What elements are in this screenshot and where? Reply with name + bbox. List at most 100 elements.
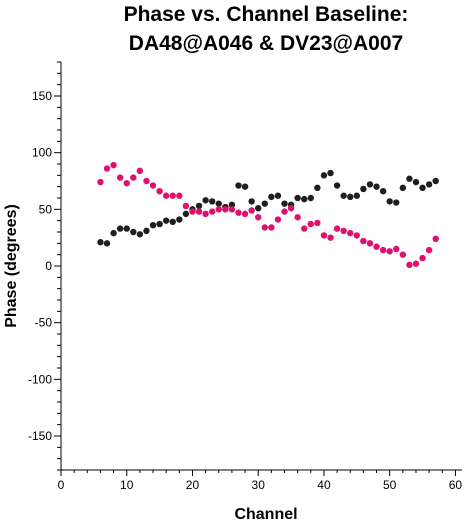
data-point-series-1	[307, 194, 315, 202]
data-point-series-2	[241, 210, 249, 218]
data-point-series-2	[248, 207, 255, 214]
data-point-series-2	[399, 251, 407, 258]
data-point-series-2	[268, 224, 275, 231]
y-tick-label: -50	[35, 316, 53, 330]
data-point-series-1	[261, 200, 268, 207]
data-point-series-1	[268, 193, 275, 201]
data-point-series-2	[419, 254, 426, 262]
data-point-series-2	[320, 232, 328, 239]
data-point-series-1	[379, 188, 387, 195]
data-point-series-1	[353, 192, 361, 199]
data-point-series-2	[182, 202, 190, 210]
plot-axes: 0 10 20 30 40 50 60 -150 -100 -50 0 50 100 150	[28, 61, 463, 492]
data-point-series-1	[373, 183, 380, 190]
data-point-series-1	[412, 178, 420, 186]
data-point-series-2	[215, 206, 222, 213]
data-point-series-1	[425, 181, 433, 188]
data-point-series-2	[162, 192, 170, 199]
data-point-series-2	[149, 182, 157, 189]
x-axis-label: Channel	[234, 506, 297, 523]
data-point-series-1	[116, 225, 124, 232]
data-point-series-2	[208, 208, 216, 215]
data-point-series-2	[202, 210, 209, 218]
x-tick-label: 10	[120, 478, 134, 492]
x-tick-label: 40	[317, 478, 331, 492]
data-point-series-2	[116, 174, 124, 181]
data-point-series-1	[156, 220, 163, 228]
data-point-series-2	[294, 214, 301, 221]
data-point-series-2	[287, 205, 295, 212]
data-point-series-2	[327, 234, 334, 241]
data-point-series-1	[281, 200, 288, 207]
x-tick-label: 0	[58, 478, 65, 492]
data-point-series-2	[281, 208, 288, 215]
data-point-series-2	[169, 192, 176, 199]
data-point-series-1	[143, 227, 150, 235]
x-tick-label: 60	[449, 478, 463, 492]
data-point-series-1	[327, 169, 334, 177]
data-point-series-1	[393, 199, 400, 206]
data-point-series-1	[202, 197, 209, 204]
chart-title-line-1: Phase vs. Channel Baseline:	[124, 3, 409, 26]
data-point-series-1	[419, 184, 426, 191]
data-point-series-1	[195, 202, 203, 210]
data-point-series-1	[208, 198, 216, 205]
data-point-series-2	[340, 227, 347, 235]
y-tick-label: -100	[28, 372, 52, 386]
data-point-series-2	[386, 248, 393, 255]
data-point-series-2	[156, 188, 163, 195]
data-point-series-2	[136, 167, 144, 174]
data-point-series-1	[228, 201, 236, 208]
data-point-series-1	[215, 200, 222, 207]
data-point-series-2	[366, 240, 374, 247]
data-point-series-2	[176, 192, 183, 199]
data-point-series-2	[353, 232, 361, 239]
data-point-series-2	[307, 220, 315, 228]
y-axis-label: Phase (degrees)	[3, 204, 20, 328]
data-point-series-1	[360, 185, 367, 193]
data-point-series-2	[189, 208, 196, 215]
data-point-series-1	[123, 225, 130, 232]
data-point-series-1	[386, 198, 393, 205]
data-point-series-2	[432, 235, 439, 242]
data-point-series-1	[182, 210, 190, 218]
data-point-series-1	[162, 217, 170, 224]
data-point-series-2	[130, 174, 137, 181]
data-point-series-2	[360, 237, 367, 245]
chart-title-line-2: DA48@A046 & DV23@A007	[129, 32, 403, 55]
data-point-series-1	[110, 229, 117, 237]
data-point-series-2	[406, 261, 413, 269]
x-tick-label: 30	[252, 478, 266, 492]
data-point-series-2	[314, 219, 321, 227]
data-point-series-1	[235, 182, 242, 189]
data-point-series-1	[149, 222, 157, 229]
data-point-series-2	[347, 229, 354, 237]
data-point-series-1	[314, 184, 321, 191]
data-point-series-1	[130, 228, 137, 236]
data-point-series-2	[143, 177, 150, 185]
data-point-series-1	[399, 184, 407, 191]
data-points	[97, 161, 439, 269]
data-point-series-2	[110, 161, 117, 169]
x-tick-label: 20	[186, 478, 200, 492]
data-point-series-1	[333, 182, 341, 189]
data-point-series-1	[340, 192, 347, 199]
data-point-series-2	[97, 178, 104, 186]
data-point-series-2	[228, 206, 236, 213]
x-tick-label: 50	[383, 478, 397, 492]
data-point-series-1	[255, 205, 262, 212]
data-point-series-1	[301, 195, 308, 203]
data-point-series-2	[425, 246, 433, 254]
data-point-series-1	[103, 240, 111, 247]
data-point-series-2	[274, 216, 282, 223]
data-point-series-1	[136, 231, 144, 238]
data-point-series-2	[393, 245, 400, 253]
y-tick-label: 50	[39, 202, 53, 216]
y-tick-label: 150	[32, 89, 52, 103]
y-tick-label: -150	[28, 429, 52, 443]
y-tick-label: 100	[32, 146, 52, 160]
data-point-series-1	[294, 194, 301, 202]
data-point-series-1	[274, 192, 282, 199]
data-point-series-2	[255, 214, 262, 221]
